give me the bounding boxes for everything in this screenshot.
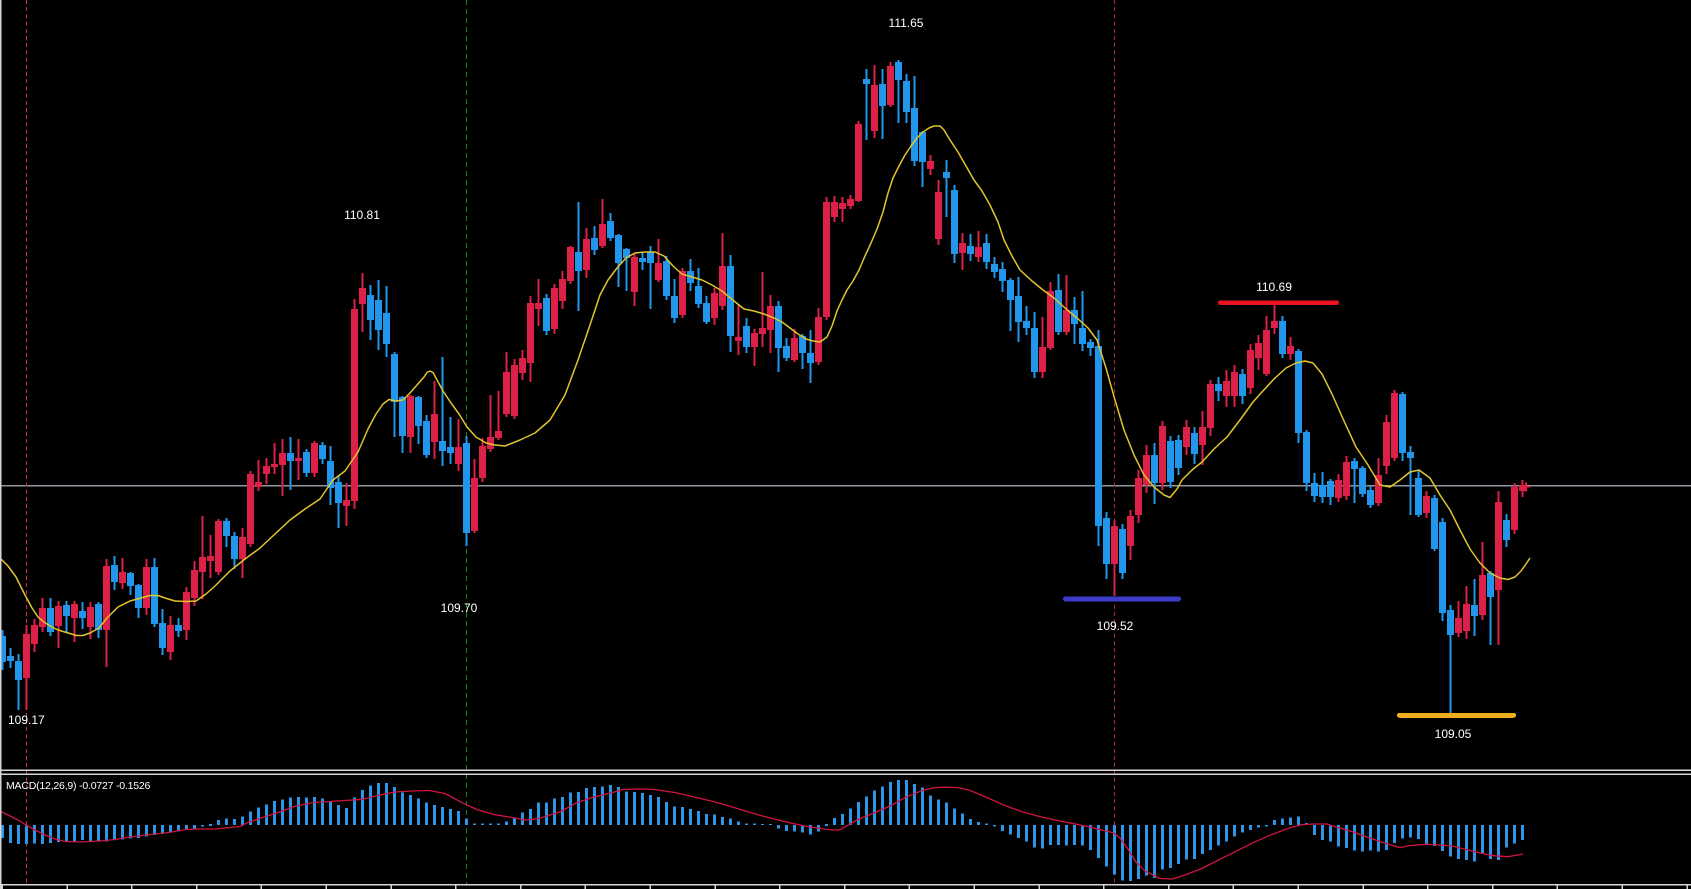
svg-text:110.81: 110.81 — [344, 208, 380, 222]
svg-text:109.52: 109.52 — [1097, 619, 1134, 633]
svg-text:109.70: 109.70 — [441, 601, 478, 615]
svg-text:111.65: 111.65 — [889, 16, 924, 30]
svg-text:MACD(12,26,9) -0.0727 -0.1526: MACD(12,26,9) -0.0727 -0.1526 — [6, 780, 151, 792]
svg-text:110.69: 110.69 — [1256, 280, 1292, 294]
svg-text:109.17: 109.17 — [8, 713, 45, 727]
svg-text:109.05: 109.05 — [1435, 727, 1472, 741]
